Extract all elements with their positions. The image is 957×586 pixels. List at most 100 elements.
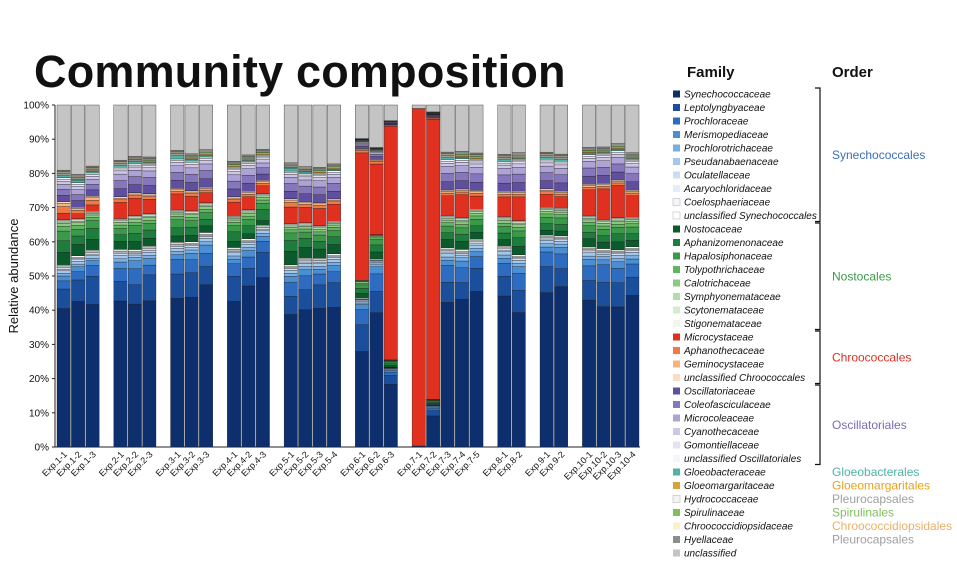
bar-segment [184,191,199,194]
bar-segment [455,104,469,152]
bar-segment [227,231,241,242]
bar-segment [142,223,157,231]
bar-segment [85,276,100,305]
legend-label: Stigonemataceae [684,319,762,330]
bar-segment [283,177,298,184]
bar-segment [539,213,554,218]
bar-segment [184,259,199,273]
bar-segment [312,172,327,175]
bar-segment [255,197,270,201]
bar-segment [227,247,241,250]
bar-segment [71,255,85,258]
order-label: Chroococcales [832,350,911,364]
bar-segment [355,281,369,284]
bar-segment [312,266,327,270]
bar-segment [582,185,596,188]
bar-segment [511,290,526,313]
bar-segment [511,260,526,264]
bar-segment [497,192,512,195]
bar-segment [113,168,128,172]
bar-segment [327,173,341,178]
bar-segment [625,195,640,218]
bar-segment [283,251,298,266]
bar-segment [128,192,142,195]
legend-label: Prochloraceae [684,117,749,128]
bar-segment [327,183,341,192]
bar-segment [298,174,313,178]
bar-segment [170,191,185,195]
bar-segment [113,173,128,181]
bar-segment [255,195,270,198]
bar-segment [128,284,142,305]
bar-segment [312,273,327,286]
bar-segment [469,104,484,154]
bar-segment [455,156,469,159]
bar-segment [440,239,455,249]
bar-segment [497,248,512,251]
bar-segment [199,225,213,233]
bar-segment [184,247,199,251]
bar-segment [369,237,384,240]
bar-segment [227,201,241,217]
bar-segment [596,223,611,227]
bar-segment [369,236,384,239]
bar-segment [85,257,100,261]
bar-segment [255,104,270,150]
bar-segment [511,227,526,232]
bar-segment [241,154,256,157]
bar-segment [56,181,71,185]
bar-segment [113,224,128,229]
bar-segment [383,363,398,366]
bar-segment [298,269,313,277]
legend-swatch [673,414,680,422]
bar-segment [511,193,526,198]
bar-segment [71,207,85,209]
legend-swatch [673,468,680,476]
legend-label: Gloeomargaritaceae [684,481,775,492]
bar-segment [298,204,313,208]
bar-segment [184,164,199,169]
bar-segment [255,227,270,230]
bar-segment [255,183,270,186]
bar-segment [511,221,526,224]
bar-segment [327,282,341,308]
legend-swatch [673,104,680,111]
bar-segment [56,280,71,290]
bar-segment [312,269,327,275]
bar-segment [56,175,71,178]
bar-segment [85,172,100,175]
bar-segment [511,257,526,259]
bar-segment [56,240,71,253]
bar-segment [199,212,213,220]
bar-segment [255,225,270,228]
bar-segment [455,218,469,221]
bar-segment [170,104,185,151]
bar-segment [469,244,484,249]
bar-segment [142,264,157,276]
bar-segment [497,194,512,198]
bar-segment [255,228,270,231]
bar-segment [611,258,625,263]
bar-segment [56,169,71,172]
bar-segment [582,259,596,267]
bar-segment [440,302,455,448]
bar-segment [355,143,369,146]
bar-segment [611,171,625,181]
bar-segment [227,222,241,226]
bar-segment [469,195,484,210]
bar-segment [142,156,157,159]
bar-segment [85,304,100,448]
bar-segment [312,227,327,230]
bar-segment [596,256,611,261]
bar-segment [283,206,298,224]
bar-segment [611,163,625,173]
bar-segment [440,173,455,182]
bar-segment [298,207,313,223]
legend-swatch [673,428,680,435]
bar-segment [469,193,484,197]
bar-segment [56,273,71,277]
bar-segment [227,104,241,162]
bar-segment [241,165,256,169]
bar-segment [440,166,455,174]
bar-segment [56,230,71,241]
